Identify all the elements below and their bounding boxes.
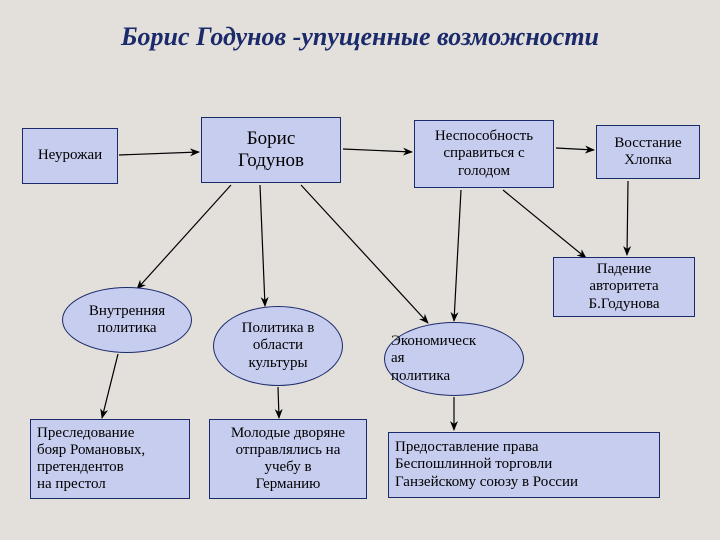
node-label: Молодые дворянеотправлялись научебу вГер… — [231, 425, 345, 494]
node-label: Неурожаи — [38, 147, 102, 164]
diagram-stage: Борис Годунов -упущенные возможности Неу… — [0, 0, 720, 540]
node-golod: Неспособностьсправиться сголодом — [414, 120, 554, 188]
node-vnutr: Внутренняяполитика — [62, 287, 192, 353]
node-molodye: Молодые дворянеотправлялись научебу вГер… — [209, 419, 367, 499]
node-label: БорисГодунов — [238, 128, 304, 172]
edge-7 — [503, 190, 586, 258]
edge-0 — [119, 152, 199, 155]
node-center: БорисГодунов — [201, 117, 341, 183]
node-vosstanie: ВосстаниеХлопка — [596, 125, 700, 179]
node-label: ПадениеавторитетаБ.Годунова — [589, 261, 660, 313]
edge-5 — [301, 185, 428, 323]
node-kultura: Политика вобластикультуры — [213, 306, 343, 386]
node-label: Предоставление праваБеспошлинной торговл… — [395, 439, 578, 491]
node-padenie: ПадениеавторитетаБ.Годунова — [553, 257, 695, 317]
node-ganzei: Предоставление праваБеспошлинной торговл… — [388, 432, 660, 498]
node-label: Внутренняяполитика — [89, 303, 165, 338]
edge-1 — [343, 149, 412, 152]
edge-4 — [260, 185, 265, 306]
edge-8 — [627, 181, 628, 255]
diagram-title: Борис Годунов -упущенные возможности — [0, 22, 720, 52]
edge-6 — [454, 190, 461, 321]
node-neurozhai: Неурожаи — [22, 128, 118, 184]
node-presled: Преследованиебояр Романовых,претендентов… — [30, 419, 190, 499]
node-label: Неспособностьсправиться сголодом — [435, 128, 533, 180]
edge-10 — [278, 387, 279, 418]
node-label: Политика вобластикультуры — [242, 320, 315, 372]
edge-2 — [556, 148, 594, 150]
node-label: Экономическаяполитика — [391, 333, 476, 385]
node-label: Преследованиебояр Романовых,претендентов… — [37, 425, 145, 494]
edge-9 — [102, 354, 118, 418]
edge-3 — [137, 185, 231, 289]
node-ekonom: Экономическаяполитика — [384, 322, 524, 396]
node-label: ВосстаниеХлопка — [614, 135, 681, 170]
